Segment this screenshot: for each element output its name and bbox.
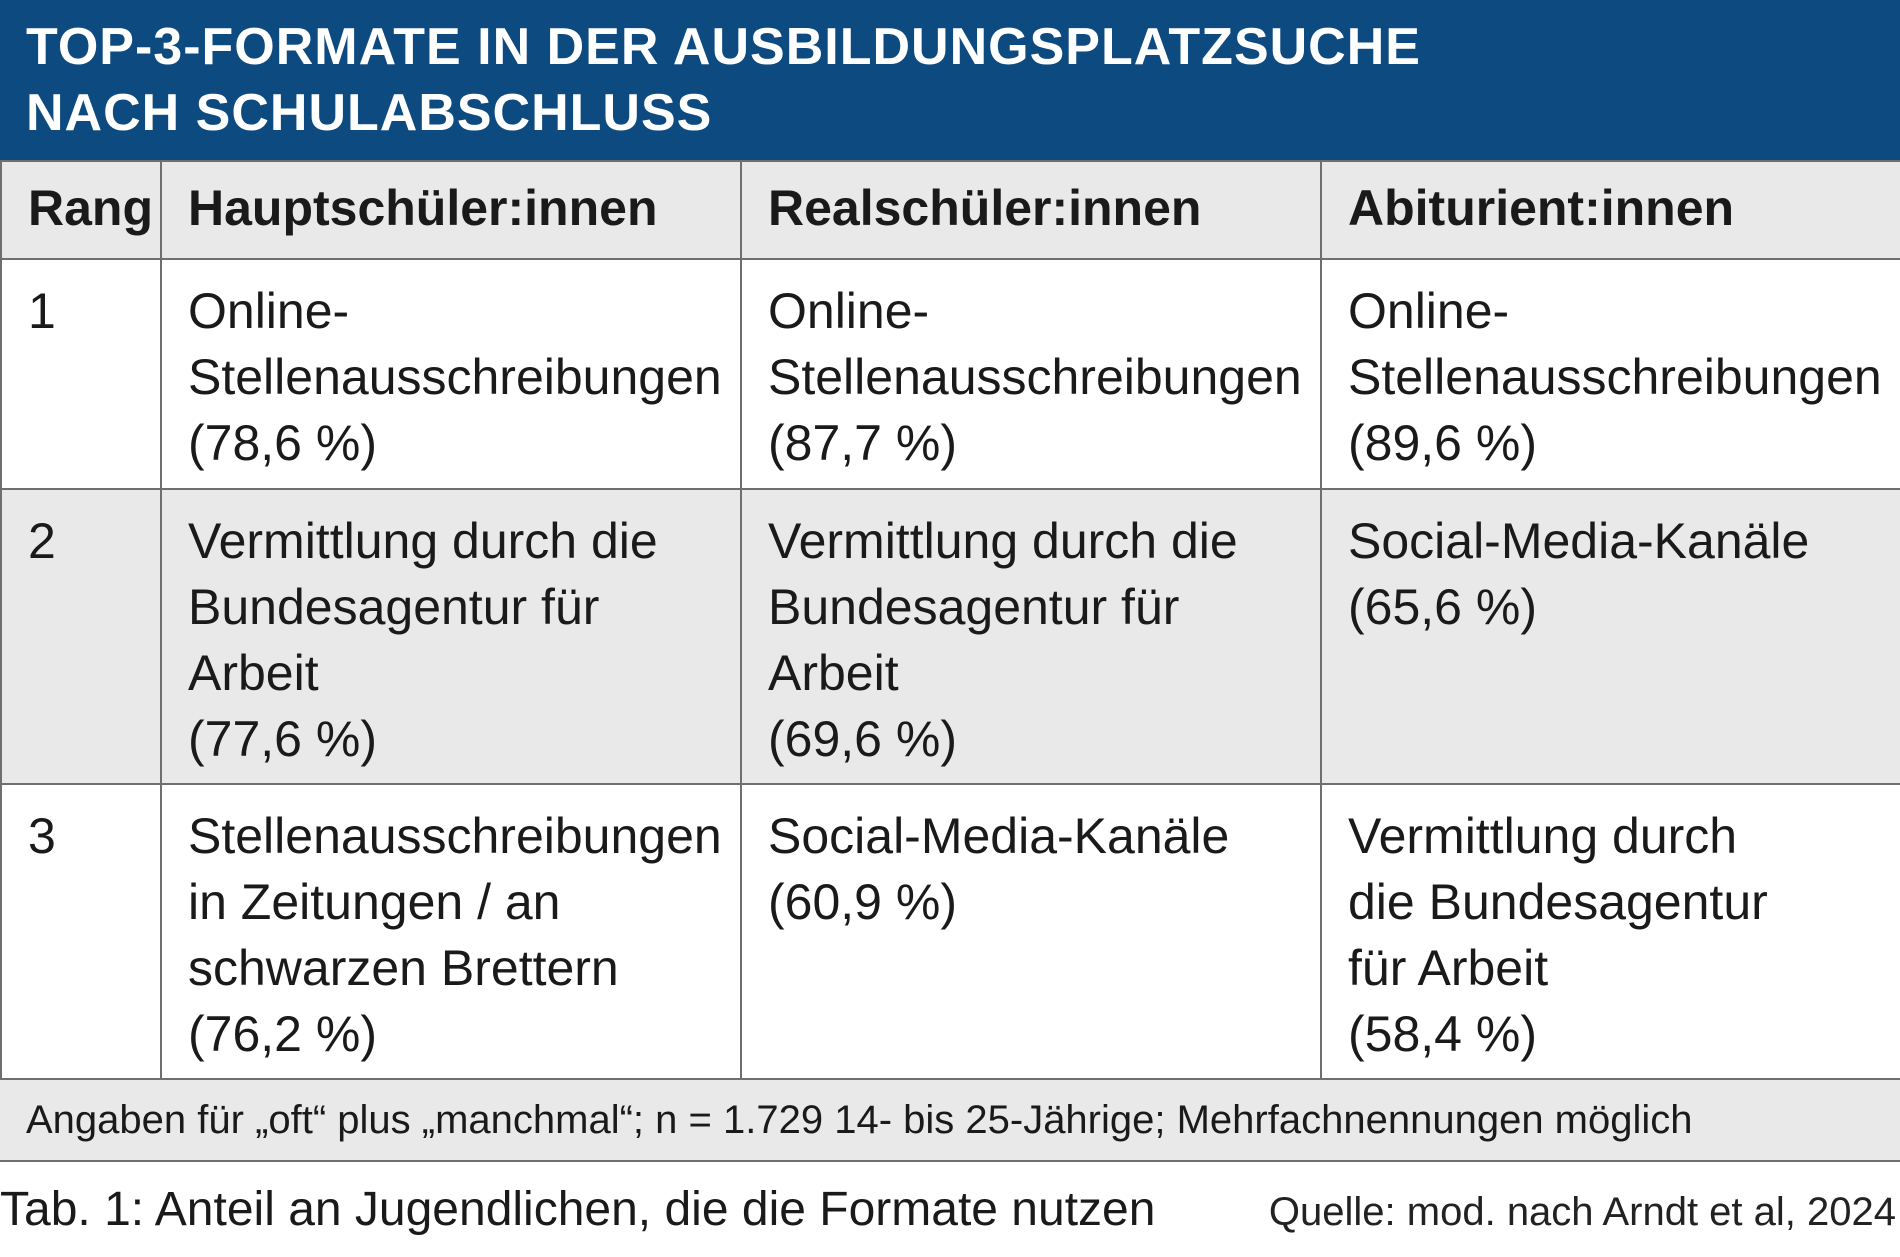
cell-line: Social-Media-Kanäle: [1348, 513, 1810, 569]
abiturienten-cell: Vermittlung durch die Bundesagentur für …: [1320, 783, 1900, 1080]
realschueler-cell: Online- Stellenausschreibungen (87,7 %): [740, 258, 1322, 490]
cell-line: (89,6 %): [1348, 415, 1537, 471]
cell-line: (65,6 %): [1348, 579, 1537, 635]
cell-line: (58,4 %): [1348, 1006, 1537, 1062]
rank-cell: 2: [0, 488, 162, 785]
cell-line: schwarzen Brettern: [188, 940, 619, 996]
table-caption: Tab. 1: Anteil an Jugendlichen, die die …: [0, 1183, 1156, 1236]
header-rang: Rang: [0, 160, 162, 260]
cell-line: für Arbeit: [1348, 940, 1549, 996]
abiturienten-cell: Online- Stellenausschreibungen (89,6 %): [1320, 258, 1900, 490]
header-abiturienten: Abiturient:innen: [1320, 160, 1900, 260]
table-title-line-1: TOP-3-FORMATE IN DER AUSBILDUNGSPLATZSUC…: [26, 18, 1421, 76]
cell-line: die Bundesagentur: [1348, 874, 1768, 930]
table-title-bar: TOP-3-FORMATE IN DER AUSBILDUNGSPLATZSUC…: [0, 0, 1900, 160]
realschueler-cell: Vermittlung durch die Bundesagentur für …: [740, 488, 1322, 785]
cell-line: Stellenausschreibungen: [768, 349, 1302, 405]
cell-line: (76,2 %): [188, 1006, 377, 1062]
cell-line: (69,6 %): [768, 711, 957, 767]
table-row: 1 Online- Stellenausschreibungen (78,6 %…: [0, 258, 1900, 490]
rank-cell: 3: [0, 783, 162, 1080]
cell-line: Social-Media-Kanäle: [768, 808, 1230, 864]
header-hauptschueler: Hauptschüler:innen: [160, 160, 742, 260]
hauptschueler-cell: Online- Stellenausschreibungen (78,6 %): [160, 258, 742, 490]
hauptschueler-cell: Stellenausschreibungen in Zeitungen / an…: [160, 783, 742, 1080]
cell-line: Vermittlung durch die: [188, 513, 658, 569]
cell-line: Bundesagentur für: [768, 579, 1180, 635]
cell-line: (87,7 %): [768, 415, 957, 471]
table-title-line-2: NACH SCHULABSCHLUSS: [26, 84, 713, 142]
hauptschueler-cell: Vermittlung durch die Bundesagentur für …: [160, 488, 742, 785]
table-row: 3 Stellenausschreibungen in Zeitungen / …: [0, 783, 1900, 1080]
cell-line: Arbeit: [768, 645, 899, 701]
source-note: Quelle: mod. nach Arndt et al, 2024: [1268, 1190, 1896, 1234]
cell-line: Online-: [188, 283, 350, 339]
cell-line: (60,9 %): [768, 874, 957, 930]
cell-line: Online-: [1348, 283, 1510, 339]
table-row: 2 Vermittlung durch die Bundesagentur fü…: [0, 488, 1900, 785]
formats-table: Rang Hauptschüler:innen Realschüler:inne…: [0, 160, 1900, 1080]
abiturienten-cell: Social-Media-Kanäle (65,6 %): [1320, 488, 1900, 785]
rank-cell: 1: [0, 258, 162, 490]
header-row: Rang Hauptschüler:innen Realschüler:inne…: [0, 160, 1900, 260]
cell-line: (78,6 %): [188, 415, 377, 471]
cell-line: Vermittlung durch die: [768, 513, 1238, 569]
header-realschueler: Realschüler:innen: [740, 160, 1322, 260]
realschueler-cell: Social-Media-Kanäle (60,9 %): [740, 783, 1322, 1080]
cell-line: Stellenausschreibungen: [188, 808, 722, 864]
cell-line: in Zeitungen / an: [188, 874, 561, 930]
cell-line: Bundesagentur für: [188, 579, 600, 635]
cell-line: (77,6 %): [188, 711, 377, 767]
cell-line: Online-: [768, 283, 930, 339]
cell-line: Vermittlung durch: [1348, 808, 1738, 864]
cell-line: Stellenausschreibungen: [188, 349, 722, 405]
table-footnote: Angaben für „oft“ plus „manchmal“; n = 1…: [0, 1078, 1900, 1160]
cell-line: Stellenausschreibungen: [1348, 349, 1882, 405]
cell-line: Arbeit: [188, 645, 319, 701]
